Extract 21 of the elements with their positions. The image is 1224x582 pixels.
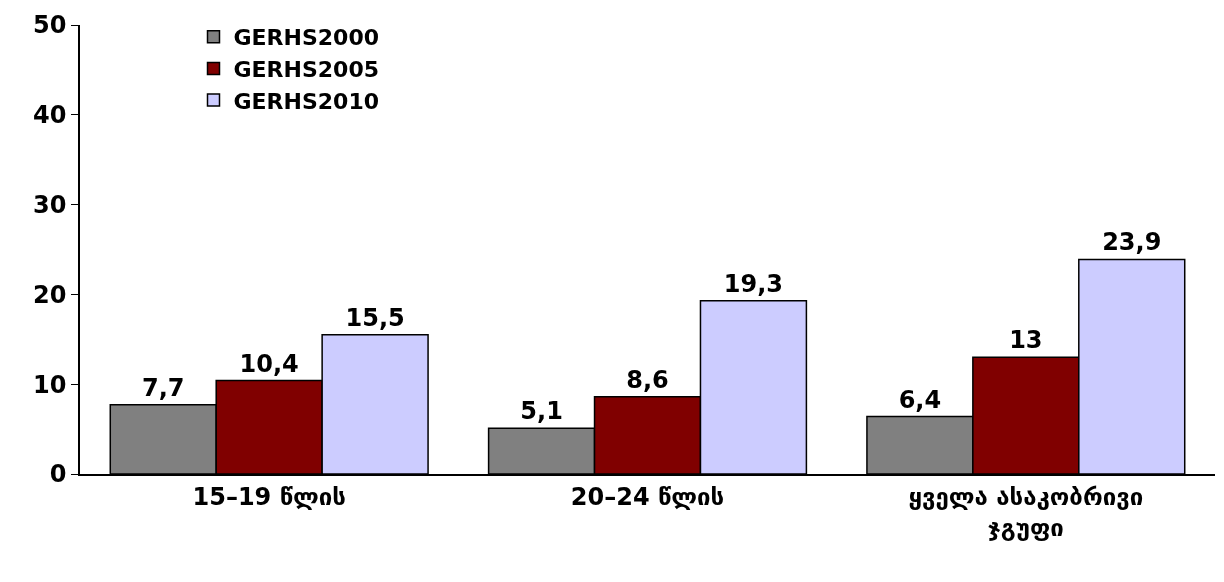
data-label: 19,3 bbox=[723, 269, 784, 298]
data-label: 13 bbox=[1009, 326, 1043, 355]
y-tick-label: 0 bbox=[49, 460, 67, 489]
data-label: 23,9 bbox=[1102, 228, 1162, 257]
legend-label: GERHS2010 bbox=[233, 88, 380, 114]
y-tick-label: 10 bbox=[33, 370, 67, 399]
x-tick-label: ყველა ასაკობრივი ჯგუფი bbox=[908, 482, 1144, 542]
y-tick-label: 30 bbox=[33, 191, 67, 219]
data-label: 8,6 bbox=[626, 365, 669, 394]
data-label: 15,5 bbox=[345, 303, 405, 332]
legend-label: GERHS2005 bbox=[233, 57, 380, 82]
data-label: 6,4 bbox=[898, 385, 942, 414]
y-tick-label: 40 bbox=[33, 101, 67, 130]
x-tick-label: 20–24 წლის bbox=[570, 482, 725, 511]
legend-label: GERHS2000 bbox=[233, 25, 380, 51]
y-tick-label: 50 bbox=[33, 11, 67, 40]
x-tick-label: 15–19 წლის bbox=[192, 482, 346, 511]
y-tick-label: 20 bbox=[33, 280, 67, 309]
data-label: 5,1 bbox=[520, 397, 563, 426]
data-label: 10,4 bbox=[239, 349, 299, 378]
data-label: 7,7 bbox=[141, 373, 185, 402]
